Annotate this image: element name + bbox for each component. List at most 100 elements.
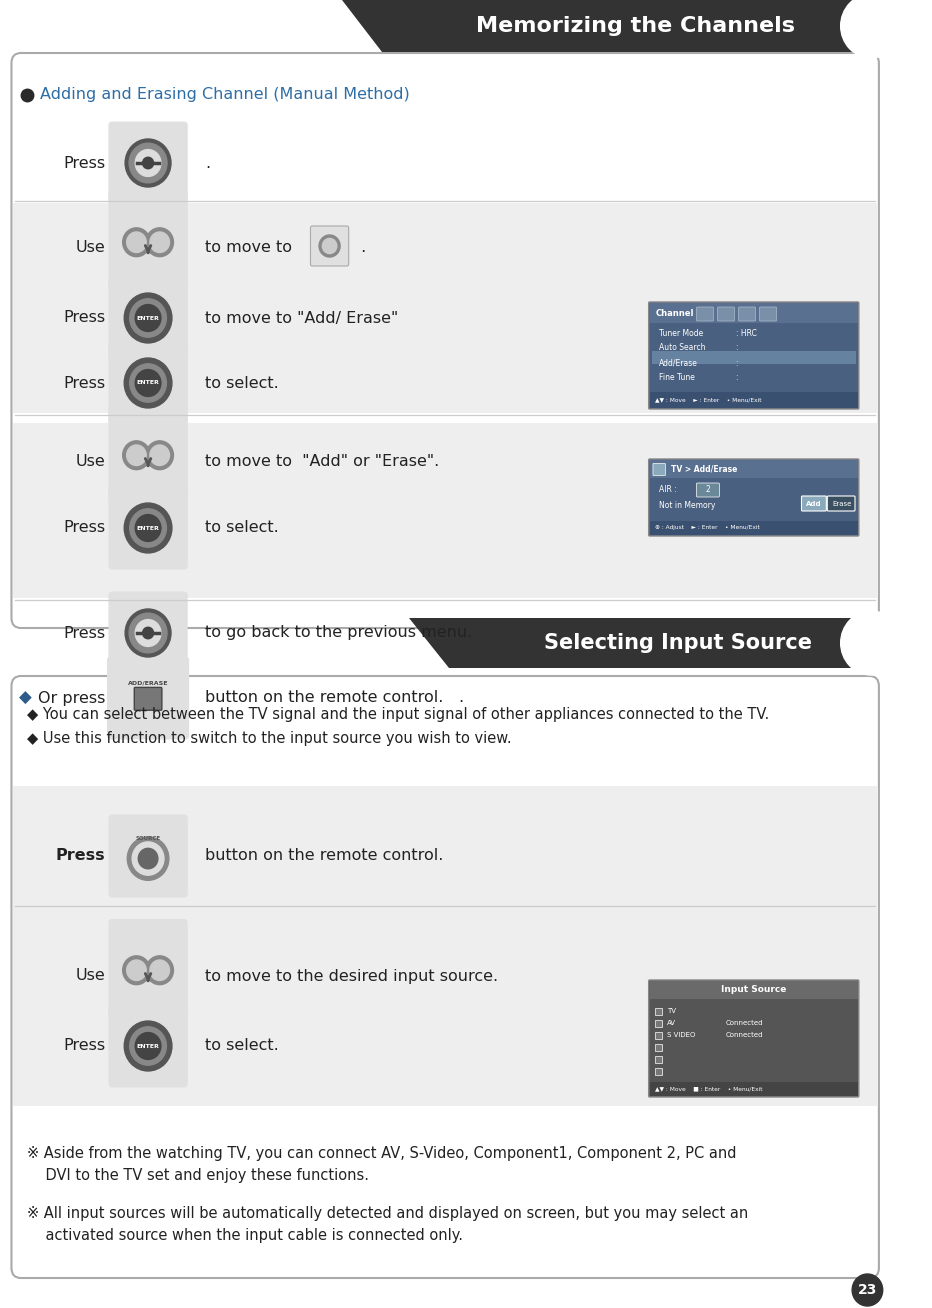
- Text: Press: Press: [56, 849, 105, 863]
- FancyBboxPatch shape: [696, 307, 714, 320]
- Circle shape: [146, 956, 173, 985]
- Polygon shape: [409, 617, 888, 668]
- FancyBboxPatch shape: [108, 1005, 187, 1087]
- Text: :: :: [735, 344, 738, 352]
- Text: Use: Use: [75, 241, 105, 255]
- Text: Input Source: Input Source: [721, 985, 787, 994]
- Text: 23: 23: [857, 1283, 877, 1298]
- Text: to move to  "Add" or "Erase".: to move to "Add" or "Erase".: [205, 454, 440, 468]
- Text: to go back to the previous menu.: to go back to the previous menu.: [205, 625, 473, 641]
- FancyBboxPatch shape: [107, 657, 189, 739]
- FancyBboxPatch shape: [650, 981, 857, 999]
- Text: Press: Press: [63, 156, 105, 170]
- Text: to move to "Add/ Erase": to move to "Add/ Erase": [205, 310, 399, 326]
- FancyBboxPatch shape: [108, 815, 187, 897]
- Text: Connected: Connected: [726, 1032, 763, 1039]
- FancyBboxPatch shape: [655, 1008, 662, 1015]
- Circle shape: [135, 620, 161, 646]
- Text: to move to: to move to: [205, 241, 293, 255]
- FancyBboxPatch shape: [650, 392, 857, 408]
- FancyBboxPatch shape: [651, 351, 856, 364]
- Text: ENTER: ENTER: [137, 1044, 159, 1049]
- Circle shape: [130, 364, 167, 402]
- FancyBboxPatch shape: [655, 1032, 662, 1039]
- Circle shape: [123, 228, 150, 256]
- FancyBboxPatch shape: [11, 54, 879, 628]
- FancyBboxPatch shape: [13, 786, 877, 1107]
- Circle shape: [135, 514, 161, 542]
- Circle shape: [846, 0, 896, 52]
- Text: Fine Tune: Fine Tune: [659, 374, 695, 382]
- Text: to move to the desired input source.: to move to the desired input source.: [205, 968, 499, 984]
- FancyBboxPatch shape: [655, 1056, 662, 1063]
- Circle shape: [150, 232, 170, 252]
- FancyBboxPatch shape: [108, 341, 187, 425]
- Text: .: .: [459, 691, 464, 705]
- Circle shape: [852, 7, 890, 46]
- FancyBboxPatch shape: [760, 307, 776, 320]
- Circle shape: [138, 849, 158, 869]
- Circle shape: [319, 235, 340, 256]
- Circle shape: [127, 960, 146, 981]
- FancyBboxPatch shape: [655, 1044, 662, 1052]
- Text: Add: Add: [806, 501, 822, 508]
- FancyBboxPatch shape: [718, 307, 734, 320]
- FancyBboxPatch shape: [310, 226, 349, 266]
- FancyBboxPatch shape: [108, 276, 187, 360]
- Text: Tuner Mode: Tuner Mode: [659, 328, 704, 337]
- Text: ▲▼ : Move    ► : Enter    • Menu/Exit: ▲▼ : Move ► : Enter • Menu/Exit: [655, 398, 761, 403]
- FancyBboxPatch shape: [13, 203, 877, 413]
- Text: Press: Press: [63, 521, 105, 535]
- Circle shape: [841, 611, 902, 675]
- Text: to select.: to select.: [205, 521, 280, 535]
- Text: Press: Press: [63, 310, 105, 326]
- Text: button on the remote control.: button on the remote control.: [205, 849, 444, 863]
- FancyBboxPatch shape: [650, 303, 857, 323]
- Circle shape: [130, 509, 167, 547]
- Text: :: :: [735, 374, 738, 382]
- FancyBboxPatch shape: [649, 459, 858, 536]
- Circle shape: [135, 370, 161, 396]
- Text: ◆ You can select between the TV signal and the input signal of other appliances : ◆ You can select between the TV signal a…: [27, 706, 769, 722]
- Text: to select.: to select.: [205, 1039, 280, 1053]
- Circle shape: [127, 445, 146, 466]
- Circle shape: [124, 1022, 171, 1071]
- Circle shape: [150, 445, 170, 466]
- Circle shape: [143, 628, 154, 638]
- Circle shape: [852, 1274, 883, 1305]
- Text: Press: Press: [63, 1039, 105, 1053]
- Text: ※ Aside from the watching TV, you can connect AV, S-Video, Component1, Component: ※ Aside from the watching TV, you can co…: [27, 1146, 736, 1184]
- Text: 2: 2: [706, 485, 710, 494]
- Circle shape: [127, 232, 146, 252]
- Circle shape: [124, 504, 171, 553]
- FancyBboxPatch shape: [828, 496, 855, 511]
- FancyBboxPatch shape: [696, 483, 720, 497]
- Text: AIR :: AIR :: [659, 485, 677, 494]
- Text: TV: TV: [666, 1008, 676, 1014]
- FancyBboxPatch shape: [108, 404, 187, 502]
- Text: ◆ Use this function to switch to the input source you wish to view.: ◆ Use this function to switch to the inp…: [27, 730, 512, 746]
- Text: ※ All input sources will be automatically detected and displayed on screen, but : ※ All input sources will be automaticall…: [27, 1206, 748, 1243]
- Text: Use: Use: [75, 454, 105, 468]
- Circle shape: [130, 298, 167, 337]
- FancyBboxPatch shape: [649, 980, 858, 1097]
- Text: Press: Press: [63, 625, 105, 641]
- Text: ADD/ERASE: ADD/ERASE: [128, 680, 169, 685]
- Circle shape: [123, 956, 150, 985]
- Circle shape: [124, 358, 171, 408]
- Text: Erase: Erase: [832, 501, 851, 508]
- Circle shape: [135, 1032, 161, 1059]
- Polygon shape: [342, 0, 888, 52]
- Text: .: .: [205, 156, 211, 170]
- Text: AV: AV: [666, 1020, 676, 1025]
- FancyBboxPatch shape: [13, 422, 877, 598]
- Circle shape: [130, 143, 167, 183]
- Circle shape: [146, 441, 173, 470]
- FancyBboxPatch shape: [738, 307, 756, 320]
- Circle shape: [130, 613, 167, 653]
- Circle shape: [125, 610, 171, 657]
- Text: Press: Press: [63, 375, 105, 391]
- Text: Selecting Input Source: Selecting Input Source: [544, 633, 813, 653]
- FancyBboxPatch shape: [134, 688, 162, 710]
- Circle shape: [132, 842, 164, 875]
